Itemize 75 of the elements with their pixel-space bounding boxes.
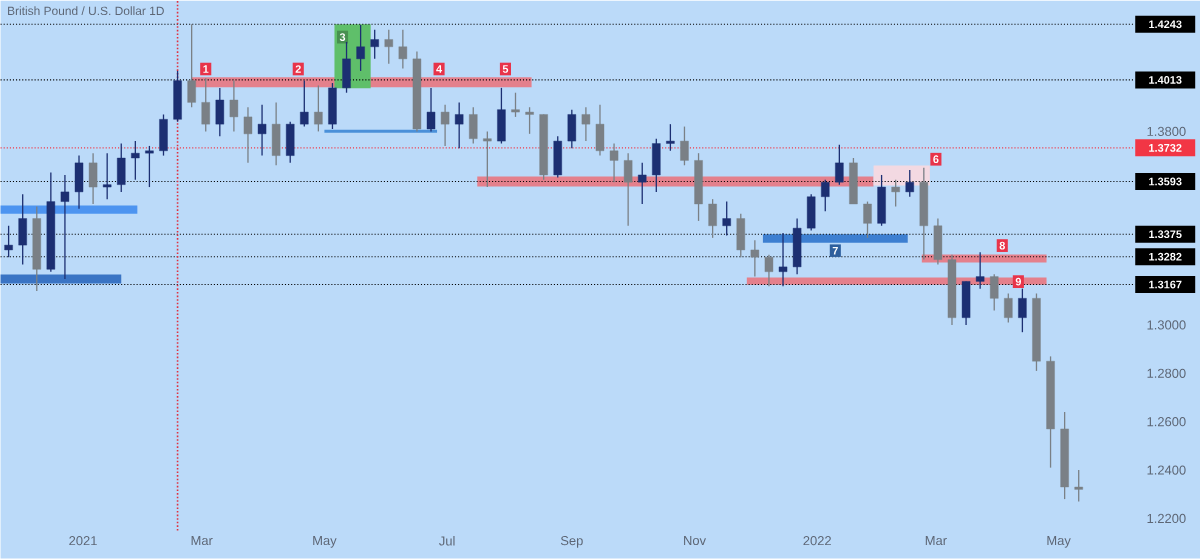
y-tick-label: 1.2800 <box>1147 368 1186 379</box>
candlestick <box>131 140 140 181</box>
candlestick <box>764 254 774 288</box>
annotation: 8 <box>999 241 1005 250</box>
candlestick <box>398 29 408 70</box>
candlestick <box>581 106 591 142</box>
candlestick <box>1074 469 1083 503</box>
x-tick-label: 2022 <box>803 536 831 546</box>
candlestick <box>1004 293 1013 324</box>
x-tick-label: May <box>313 536 337 548</box>
candlestick <box>525 106 534 135</box>
candlestick <box>426 87 436 133</box>
annotation: 6 <box>933 155 939 164</box>
candlestick <box>835 144 844 186</box>
x-tick-label: Nov <box>684 536 706 546</box>
candlestick <box>454 101 464 150</box>
x-tick-label: Sep <box>560 536 583 549</box>
x-tick-label: Jul <box>439 536 455 546</box>
candlestick <box>440 104 450 147</box>
candlestick <box>666 123 675 152</box>
candlestick <box>1018 288 1027 334</box>
ref-line-label: 1.3167 <box>1149 280 1182 289</box>
candlestick <box>314 85 323 133</box>
candlestick <box>483 131 492 188</box>
candlestick <box>60 174 70 280</box>
y-tick-label: 1.2400 <box>1147 465 1186 475</box>
candlestick <box>4 225 13 259</box>
candlestick <box>609 143 619 184</box>
candlestick <box>102 152 112 201</box>
y-tick-label: 1.3000 <box>1147 320 1186 330</box>
ref-line-label: 1.4013 <box>1149 76 1182 85</box>
ref-line-label: 1.3593 <box>1149 177 1182 186</box>
x-tick-label: 2021 <box>69 536 97 546</box>
y-tick-label: 1.2200 <box>1147 514 1186 524</box>
candlestick <box>638 162 647 205</box>
chart-title: British Pound / U.S. Dollar 1D <box>8 6 164 16</box>
candlestick <box>863 201 872 239</box>
candlestick <box>680 126 689 167</box>
candlestick <box>257 104 267 157</box>
annotation: 9 <box>1015 278 1022 286</box>
ref-line-label: 1.4243 <box>1149 20 1182 29</box>
candlestick <box>187 23 196 109</box>
candlestick <box>821 179 830 213</box>
candlestick <box>511 92 520 118</box>
annotation: 7 <box>832 247 838 255</box>
candlestick <box>356 24 365 72</box>
candlestick <box>229 80 239 133</box>
x-tick-label: May <box>1047 536 1071 548</box>
ref-line-label: 1.3375 <box>1149 230 1182 239</box>
candlestick <box>370 29 379 60</box>
x-tick-label: Mar <box>191 536 213 546</box>
candlestick <box>975 251 985 290</box>
candlestick <box>990 273 999 312</box>
y-tick-label: 1.2600 <box>1147 417 1186 427</box>
candlestick <box>905 169 914 198</box>
annotation: 4 <box>436 65 443 74</box>
candlestick <box>243 106 253 164</box>
ref-line-label: 1.3282 <box>1149 253 1182 261</box>
y-tick-label: 1.3800 <box>1147 127 1186 137</box>
candlestick <box>145 145 154 188</box>
candlestick <box>201 77 210 133</box>
candlestick <box>750 239 760 278</box>
candlestick <box>623 152 633 227</box>
annotation: 5 <box>502 65 509 74</box>
candlestick <box>708 198 717 239</box>
annotation: 2 <box>295 65 301 74</box>
candlestick <box>722 201 731 237</box>
annotation: 1 <box>203 65 209 74</box>
ref-line-label: 1.3732 <box>1149 144 1182 152</box>
candlestick <box>300 80 309 128</box>
x-tick-label: Mar <box>925 536 947 546</box>
candlestick <box>384 29 393 65</box>
annotation: 3 <box>339 33 346 42</box>
candlestick <box>778 232 788 288</box>
candlestick <box>891 179 900 208</box>
